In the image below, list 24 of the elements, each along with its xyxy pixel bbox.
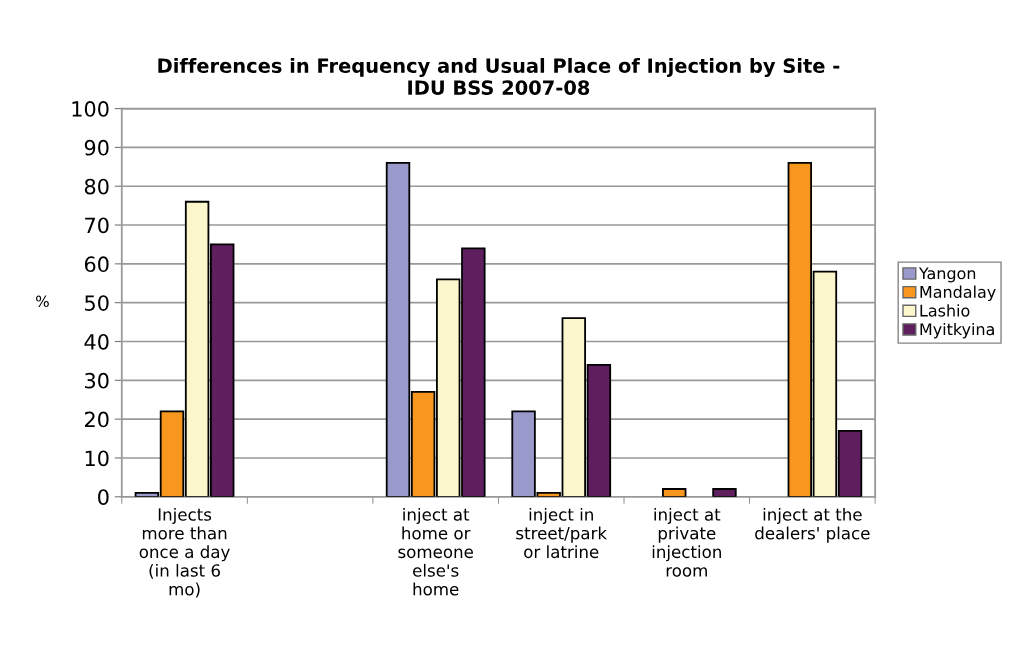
y-tick-label: 50: [85, 295, 109, 311]
y-tick-label: 60: [84, 256, 109, 273]
y-tick-label: 40: [84, 333, 109, 350]
y-tick-label: 90: [84, 139, 109, 156]
x-tick-label: inject at home or someone else's home: [398, 507, 473, 596]
legend-label: Yangon: [918, 267, 976, 283]
y-tick-label: 70: [85, 217, 109, 234]
x-tick-label: Injects more than once a day (in last 6 mo): [139, 507, 230, 598]
y-tick-label: 100: [72, 101, 109, 117]
legend-label: Myitkyina: [920, 322, 994, 339]
bar: [712, 488, 737, 497]
x-tick-label: inject at private injection room: [652, 507, 721, 577]
legend-label: Lashio: [920, 304, 970, 317]
chart-title: Differences in Frequency and Usual Place of Injection by Site - IDU BSS 2007-08: [158, 57, 840, 95]
y-tick-label: 80: [84, 178, 109, 195]
legend-label: Mandalay: [920, 285, 996, 302]
bar: [662, 488, 687, 497]
y-tick-label: 10: [85, 450, 109, 467]
y-tick-label: 20: [84, 411, 109, 428]
y-axis-title: %: [36, 295, 49, 308]
x-tick-label: inject at the dealers' place: [755, 507, 870, 543]
x-tick-label: inject in street/park or latrine: [516, 507, 608, 559]
y-tick-label: 30: [85, 372, 109, 389]
y-tick-label: 0: [98, 489, 109, 505]
